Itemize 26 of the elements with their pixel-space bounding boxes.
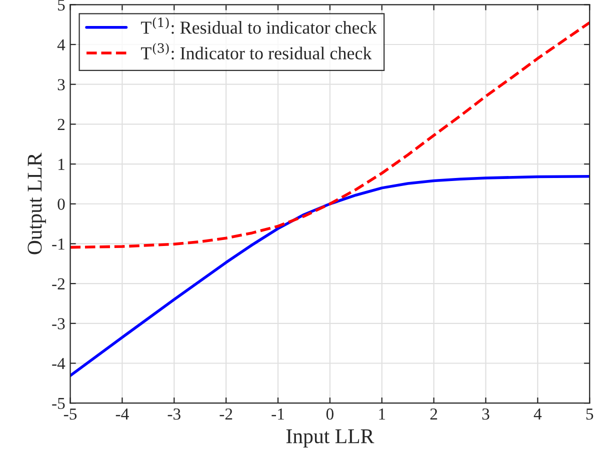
y-tick-label: 1 — [58, 158, 64, 170]
y-tick-label: -3 — [52, 318, 65, 330]
y-tick-label: -1 — [52, 238, 64, 250]
line-series — [70, 174, 590, 377]
x-tick-label: -2 — [220, 408, 232, 420]
y-tick-label: 5 — [58, 0, 65, 11]
y-tick-label: -5 — [52, 398, 65, 410]
y-tick-label: 2 — [58, 118, 64, 130]
x-tick-label: 1 — [379, 408, 386, 420]
x-tick-label: 2 — [430, 408, 438, 420]
legend-label: T$^{(3)}$: Indicator to residual check — [141, 43, 372, 60]
y-tick-label: 4 — [57, 39, 66, 50]
x-tick-label: 3 — [482, 408, 490, 420]
y-tick-label: 0 — [58, 198, 65, 210]
x-tick-label: -4 — [116, 408, 129, 420]
x-tick-label: -3 — [168, 408, 180, 420]
y-tick-label: -4 — [52, 358, 66, 370]
y-axis-title: Output LLR — [28, 152, 46, 254]
x-tick-label: -1 — [272, 408, 284, 420]
x-axis-title: Input LLR — [286, 429, 374, 448]
y-tick-label: -2 — [52, 278, 64, 290]
legend-label: T$^{(1)}$: Residual to indicator check — [141, 17, 377, 34]
y-tick-label: 3 — [58, 79, 65, 90]
x-tick-label: 4 — [534, 408, 542, 420]
x-tick-label: 0 — [326, 408, 334, 420]
x-tick-label: 5 — [586, 408, 594, 420]
